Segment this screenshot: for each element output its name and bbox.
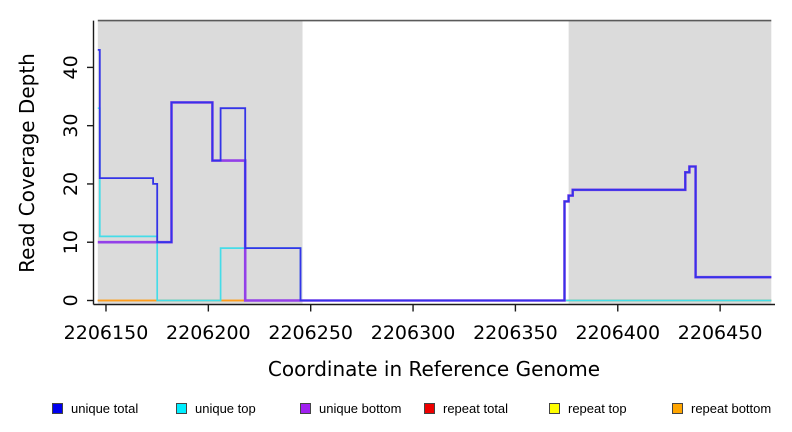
legend-label: unique top — [195, 401, 256, 416]
x-tick-label: 2206250 — [268, 322, 353, 344]
x-tick-label: 2206400 — [575, 322, 660, 344]
x-tick-label: 2206300 — [371, 322, 456, 344]
shaded-region — [97, 20, 303, 304]
shaded-region — [568, 20, 772, 304]
legend-label: repeat total — [443, 401, 509, 416]
legend-item-unique-total: unique total — [52, 401, 138, 416]
legend-swatch-repeat-top — [549, 403, 560, 414]
legend-swatch-repeat-bottom — [672, 403, 683, 414]
x-tick-label: 2206450 — [678, 322, 763, 344]
legend-swatch-unique-total — [52, 403, 63, 414]
y-axis-title: Read Coverage Depth — [15, 53, 39, 273]
legend-swatch-repeat-total — [424, 403, 435, 414]
y-tick-label: 40 — [60, 55, 82, 79]
legend-swatch-unique-bottom — [300, 403, 311, 414]
legend-item-repeat-top: repeat top — [549, 401, 627, 416]
y-tick-label: 10 — [60, 230, 82, 254]
legend-item-unique-top: unique top — [176, 401, 256, 416]
legend-label: repeat bottom — [691, 401, 772, 416]
x-tick-label: 2206350 — [473, 322, 558, 344]
legend-label: repeat top — [568, 401, 627, 416]
legend-swatch-unique-top — [176, 403, 187, 414]
legend-item-repeat-bottom: repeat bottom — [672, 401, 771, 416]
y-tick-label: 20 — [60, 172, 82, 196]
legend-label: unique bottom — [319, 401, 402, 416]
x-tick-label: 2206150 — [64, 322, 149, 344]
x-axis-title: Coordinate in Reference Genome — [267, 357, 601, 381]
y-tick-label: 0 — [60, 294, 82, 306]
series-line-unique-total — [97, 49, 772, 302]
x-tick-label: 2206200 — [166, 322, 251, 344]
legend-label: unique total — [71, 401, 139, 416]
y-tick-label: 30 — [60, 114, 82, 138]
legend-item-repeat-total: repeat total — [424, 401, 508, 416]
legend-item-unique-bottom: unique bottom — [300, 401, 401, 416]
